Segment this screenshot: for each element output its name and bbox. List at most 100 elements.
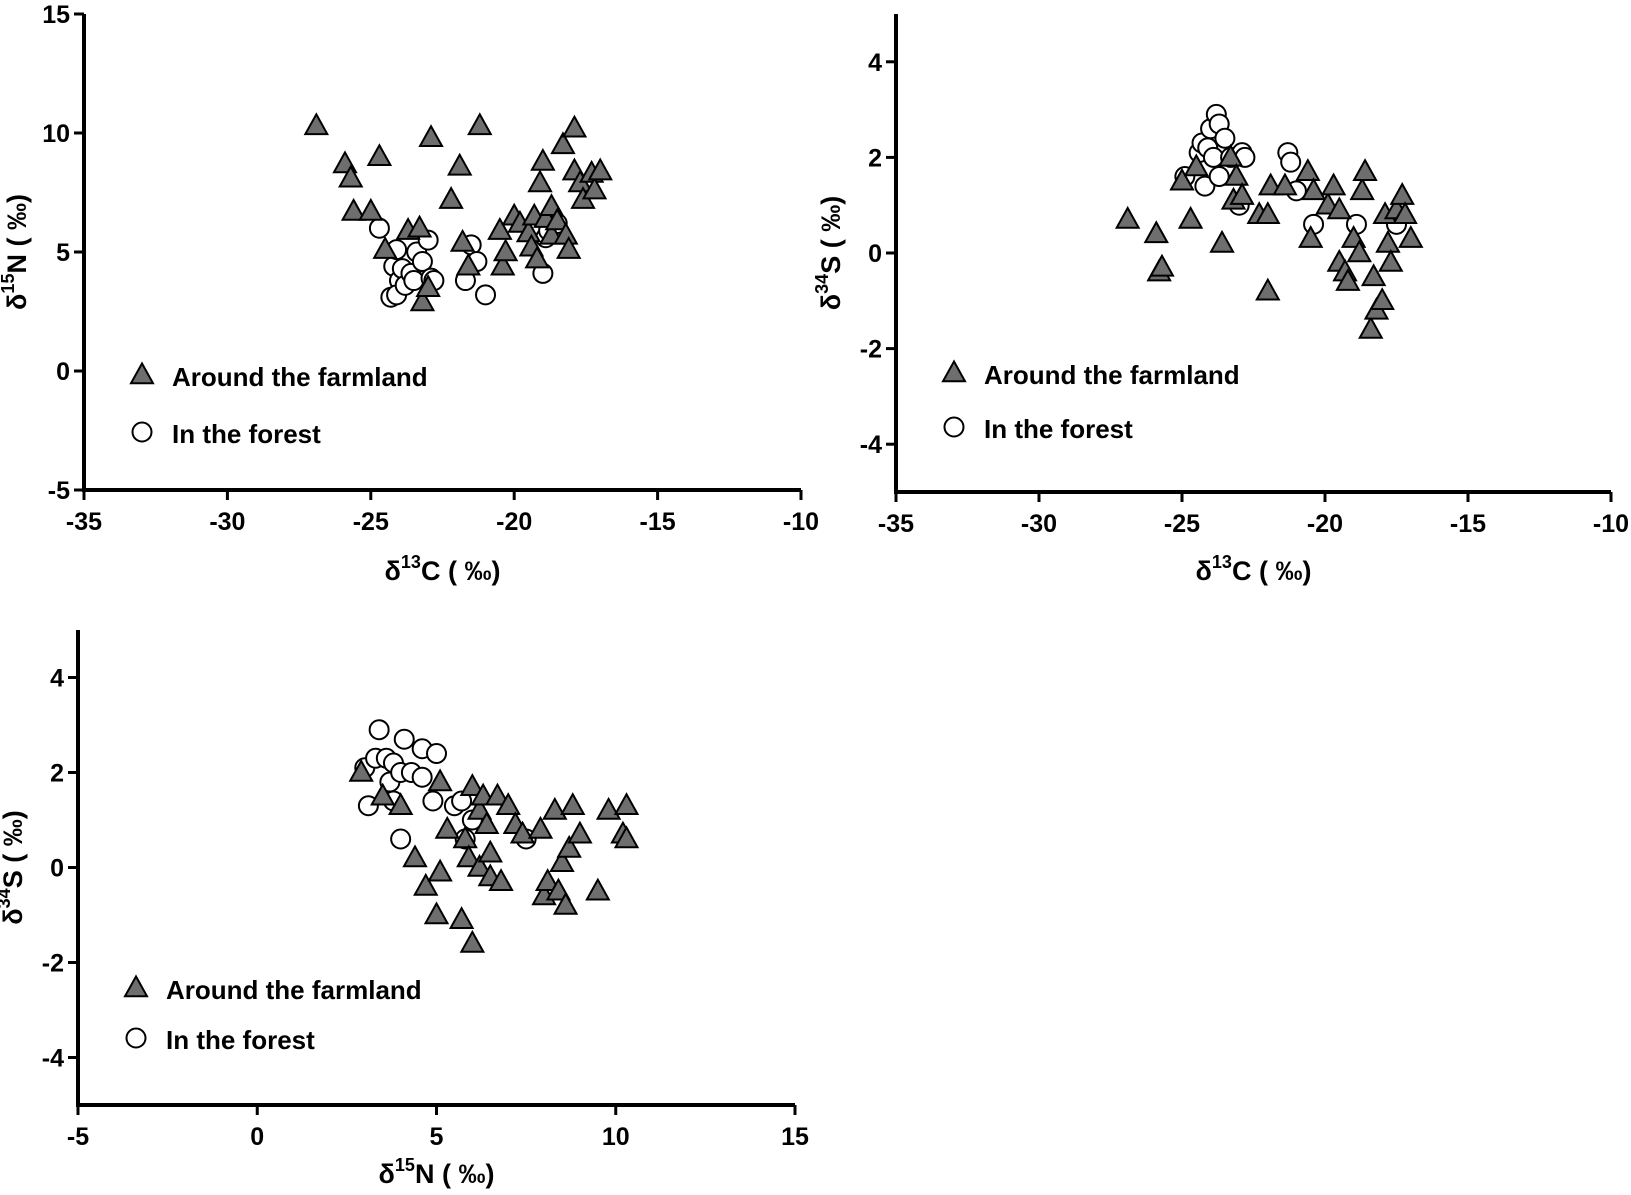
farmland-point: [1255, 201, 1281, 225]
farmland-point: [1217, 143, 1244, 167]
x-tick-label: -25: [353, 508, 389, 536]
farmland-point: [423, 901, 450, 925]
x-tick-label: -35: [66, 508, 102, 536]
legend-label-forest: In the forest: [172, 419, 321, 449]
farmland-point: [1378, 248, 1404, 272]
farmland-point: [544, 207, 570, 231]
farmland-point: [402, 844, 428, 868]
legend-circle-marker: [125, 1027, 147, 1049]
farmland-point: [477, 839, 503, 863]
forest-point: [411, 766, 433, 788]
farmland-point: [434, 815, 460, 839]
y-tick-label: 15: [42, 1, 70, 29]
farmland-point: [1169, 167, 1195, 191]
y-tick-label: -4: [860, 431, 882, 459]
forest-point: [1194, 175, 1216, 197]
farmland-point: [1398, 225, 1424, 248]
y-tick-label: 4: [50, 665, 64, 693]
x-tick-label: -5: [67, 1123, 89, 1151]
farmland-point: [1223, 162, 1250, 186]
farmland-point: [549, 849, 575, 872]
farmland-point: [467, 112, 493, 136]
farmland-point: [492, 238, 519, 262]
y-tick-label: 0: [868, 240, 882, 268]
farmland-point: [456, 844, 482, 868]
legend-label-forest: In the forest: [984, 414, 1133, 444]
farmland-point: [1320, 172, 1347, 196]
farmland-point: [338, 164, 364, 188]
legend: Around the farmland In the forest: [941, 359, 1240, 444]
farmland-point: [448, 906, 475, 929]
x-tick-label: -25: [1164, 510, 1200, 538]
farmland-point: [495, 792, 521, 815]
x-tick-label: -10: [1593, 510, 1629, 538]
farmland-point: [587, 157, 613, 181]
farmland-point: [581, 176, 608, 200]
farmland-point: [438, 186, 464, 209]
farmland-point: [366, 143, 393, 167]
farmland-point: [1352, 158, 1378, 181]
x-tick-label: -20: [496, 508, 532, 536]
y-tick-label: -2: [42, 950, 64, 978]
y-tick-label: 0: [50, 855, 64, 883]
y-axis-title: δ15N ( ‰): [0, 194, 32, 310]
legend-label-farmland: Around the farmland: [172, 362, 428, 392]
legend: Around the farmland In the forest: [129, 361, 428, 449]
farmland-point: [487, 216, 513, 240]
farmland-point: [550, 131, 576, 155]
forest-point: [451, 790, 473, 812]
farmland-point: [455, 252, 482, 276]
legend-circle-marker: [131, 421, 153, 443]
farmland-point: [452, 825, 478, 849]
forest-point: [403, 270, 425, 292]
chart-c13-n15: -35 -30 -25 -20 -15 -10 -5 0 5 10 15 δ13C ( ‰) δ15N …: [0, 1, 819, 586]
farmland-point: [585, 877, 611, 901]
forest-point: [1280, 151, 1302, 173]
chart-n15-s34: -5 0 5 10 15 -4 -2 0 2 4 δ15N ( ‰) δ34S ( ‰) Around …: [0, 630, 809, 1189]
x-tick-label: -30: [1021, 510, 1057, 538]
farmland-point: [560, 792, 586, 815]
farmland-point: [372, 236, 398, 259]
farmland-point: [340, 197, 367, 221]
farmland-point: [561, 114, 588, 138]
farmland-point: [1295, 158, 1321, 181]
y-axis-title: δ34S ( ‰): [0, 810, 28, 924]
farmland-point: [1255, 277, 1281, 301]
farmland-point: [530, 147, 556, 171]
farmland-point: [418, 124, 444, 148]
farmland-point: [406, 214, 433, 238]
farmland-point: [466, 796, 493, 820]
farmland-point: [473, 811, 500, 834]
legend-label-forest: In the forest: [166, 1025, 315, 1055]
y-axis-title: δ34S ( ‰): [812, 196, 846, 310]
farmland-point: [447, 152, 473, 176]
farmland-point: [459, 773, 486, 796]
farmland-point: [466, 853, 493, 877]
x-axis-title: δ15N ( ‰): [379, 1155, 495, 1189]
farmland-point: [1272, 172, 1298, 196]
farmland-point: [1143, 220, 1169, 244]
forest-point: [368, 217, 390, 239]
farmland-point: [1358, 315, 1384, 339]
farmland-point: [1326, 196, 1352, 220]
y-tick-label: 0: [56, 358, 70, 386]
legend-label-farmland: Around the farmland: [984, 360, 1240, 390]
legend-circle-marker: [943, 416, 965, 438]
farmland-point: [1177, 205, 1204, 229]
x-tick-label: -30: [209, 508, 245, 536]
forest-point: [411, 251, 433, 273]
farmland-point: [552, 891, 579, 915]
farmland-point: [524, 245, 550, 269]
x-tick-label: -35: [878, 510, 914, 538]
farmland-point: [534, 868, 561, 891]
farmland-point: [1149, 253, 1175, 277]
x-tick-label: 10: [602, 1123, 630, 1151]
farmland-point: [1360, 263, 1387, 287]
farmland-point: [527, 169, 553, 193]
farmland-point: [567, 820, 593, 844]
x-tick-label: 5: [430, 1123, 444, 1151]
forest-point: [393, 728, 415, 750]
farmland-point: [358, 197, 384, 221]
farmland-point: [509, 820, 536, 844]
farmland-point: [613, 792, 640, 815]
